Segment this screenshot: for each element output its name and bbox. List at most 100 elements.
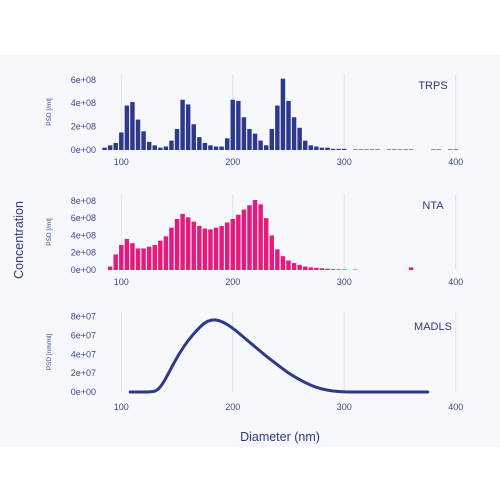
bar [141, 131, 146, 150]
panel-y-label: PSD [nm/ml] [46, 334, 53, 371]
bar [169, 140, 174, 150]
bar [102, 147, 107, 150]
bar [263, 218, 269, 270]
x-tick-label: 300 [337, 277, 352, 287]
y-axis-label: Concentration [12, 201, 26, 279]
bar [252, 133, 258, 150]
bar [436, 149, 442, 150]
bar [146, 246, 152, 270]
bar [219, 146, 224, 150]
bar [319, 147, 325, 150]
bar [180, 99, 185, 150]
bar [280, 256, 286, 270]
bar [453, 149, 458, 150]
bar [275, 105, 280, 150]
bar [247, 205, 252, 270]
y-tick-label: 0e+00 [71, 265, 96, 275]
bar [224, 222, 230, 270]
bar [135, 248, 141, 270]
x-tick-label: 100 [114, 277, 129, 287]
y-tick-label: 0e+00 [71, 145, 96, 155]
bar [353, 269, 358, 271]
x-tick-label: 200 [225, 402, 240, 412]
bar [358, 149, 364, 150]
bar [135, 119, 141, 150]
bar [174, 219, 180, 270]
bar [403, 149, 408, 150]
bar [174, 128, 180, 150]
bar [180, 213, 185, 270]
bar [269, 235, 275, 270]
bar [336, 269, 341, 270]
y-tick-label: 2e+07 [71, 368, 96, 378]
bar [330, 148, 336, 150]
bar [258, 140, 263, 150]
panel-label: TRPS [418, 80, 447, 92]
bar [342, 148, 347, 150]
bar [202, 228, 208, 270]
bar [146, 141, 152, 150]
x-tick-label: 400 [448, 277, 463, 287]
series-line [128, 318, 430, 394]
bar [107, 145, 113, 150]
bar [386, 149, 392, 150]
bar [158, 147, 163, 150]
bar [213, 227, 219, 270]
y-tick-label: 6e+07 [71, 331, 96, 341]
bar [241, 117, 247, 150]
bar [325, 268, 330, 270]
bar [308, 267, 314, 270]
bar [297, 264, 302, 270]
bar [230, 219, 235, 270]
bar [364, 149, 369, 150]
x-tick-label: 200 [225, 157, 240, 167]
bar [319, 268, 325, 270]
bar [342, 269, 347, 270]
bar [113, 254, 118, 270]
bar [202, 142, 208, 150]
x-tick-label: 100 [114, 402, 129, 412]
x-tick-label: 300 [337, 402, 352, 412]
bar [286, 100, 291, 150]
bar [247, 128, 252, 150]
bar [447, 149, 453, 150]
bar [258, 204, 263, 270]
bar [113, 142, 118, 150]
y-tick-label: 8e+07 [71, 312, 96, 322]
bar [336, 148, 341, 150]
bar [236, 100, 241, 150]
bar [280, 78, 286, 150]
panel-y-label: PSD [/ml] [46, 98, 53, 126]
bar [308, 145, 314, 150]
bar [408, 267, 414, 270]
y-tick-label: 4e+07 [71, 349, 96, 359]
bar [152, 145, 157, 150]
bar [275, 249, 280, 270]
bar [397, 149, 403, 150]
bar [314, 146, 319, 150]
bar [302, 266, 308, 270]
bar [124, 238, 130, 270]
bar [119, 244, 124, 270]
bar [369, 149, 375, 150]
bar [297, 127, 302, 150]
bar [236, 214, 241, 270]
x-tick-label: 200 [225, 277, 240, 287]
bar [314, 267, 319, 270]
bar [219, 225, 224, 270]
bar [431, 149, 436, 150]
bar [325, 147, 330, 150]
bar [119, 132, 124, 150]
bar [208, 145, 213, 150]
bar [269, 128, 275, 150]
y-tick-label: 6e+08 [71, 213, 96, 223]
bar [152, 244, 157, 270]
bar [141, 248, 146, 270]
bar [130, 243, 135, 270]
bar [291, 117, 297, 150]
bar [353, 149, 358, 150]
bar [197, 137, 202, 150]
x-tick-label: 300 [337, 157, 352, 167]
panel-label: NTA [422, 200, 444, 212]
